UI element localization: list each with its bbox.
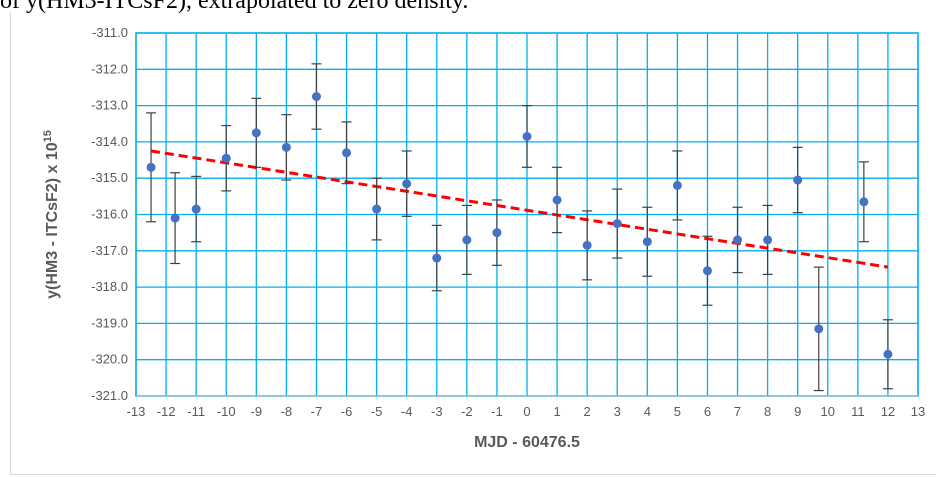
x-tick-label: 2 [584, 404, 591, 419]
x-tick-label: 10 [821, 404, 835, 419]
y-tick-label: -320.0 [91, 352, 128, 367]
data-point [402, 179, 412, 189]
page-caption-text: of y(HM3-ITCsF2), extrapolated to zero d… [0, 0, 469, 14]
y-tick-label: -319.0 [91, 315, 128, 330]
y-axis-title-main: y(HM3 - ITCsF2) x 10 [44, 142, 61, 299]
y-tick-label: -321.0 [91, 388, 128, 403]
x-tick-label: -12 [157, 404, 176, 419]
y-tick-label: -318.0 [91, 279, 128, 294]
x-tick-label: -8 [281, 404, 293, 419]
x-axis-title: MJD - 60476.5 [474, 434, 580, 451]
x-tick-label: -7 [311, 404, 323, 419]
x-tick-label: 0 [523, 404, 530, 419]
data-point [146, 162, 156, 172]
x-tick-label: -4 [401, 404, 413, 419]
data-point [251, 128, 261, 138]
y-tick-label: -317.0 [91, 243, 128, 258]
y-tick-labels: -311.0 -312.0 -313.0 -314.0 -315.0 -316.0 -317… [91, 25, 128, 403]
data-point [342, 148, 352, 158]
data-point [883, 349, 893, 359]
data-point [372, 204, 382, 214]
data-point [492, 228, 502, 238]
grid-lines [135, 32, 919, 397]
data-point [191, 204, 201, 214]
x-tick-label: 7 [734, 404, 741, 419]
x-tick-label: 3 [614, 404, 621, 419]
data-point [642, 237, 652, 247]
data-point [793, 175, 803, 185]
y-tick-label: -311.0 [92, 25, 128, 40]
x-tick-label: 5 [674, 404, 681, 419]
data-point [814, 324, 824, 334]
x-tick-labels: -13 -12 -11 -10 -9 -8 -7 -6 -5 -4 -3 -2 -1 0 1 2 3 4 5 6 7 8 9… [127, 404, 926, 419]
x-tick-label: 13 [911, 404, 925, 419]
data-point [462, 235, 472, 245]
data-points-layer [146, 92, 893, 359]
x-tick-label: 12 [881, 404, 895, 419]
y-tick-label: -316.0 [91, 207, 128, 222]
x-tick-label: -6 [341, 404, 353, 419]
linear-trendline [150, 149, 889, 269]
y-tick-label: -315.0 [91, 170, 128, 185]
data-point [311, 92, 321, 102]
x-tick-label: 8 [764, 404, 771, 419]
data-point [672, 180, 682, 190]
x-tick-label: -5 [371, 404, 383, 419]
data-point [733, 235, 743, 245]
data-point [582, 240, 592, 250]
x-tick-label: -13 [127, 404, 146, 419]
x-tick-label: -11 [187, 404, 205, 419]
scatter-chart: -13 -12 -11 -10 -9 -8 -7 -6 -5 -4 -3 -2 -1 0 1 2 3 4 5 6 7 8 9… [42, 25, 926, 451]
data-point [281, 142, 291, 152]
y-axis-title: y(HM3 - ITCsF2) x 1015 [42, 130, 61, 299]
x-tick-label: -3 [431, 404, 443, 419]
data-point [432, 253, 442, 263]
data-point [763, 235, 773, 245]
x-tick-label: 9 [794, 404, 801, 419]
data-point [552, 195, 562, 205]
data-point [170, 213, 180, 223]
y-tick-label: -314.0 [91, 134, 128, 149]
x-tick-label: -1 [491, 404, 503, 419]
errorbar-layer [146, 63, 893, 392]
x-tick-label: 11 [851, 404, 865, 419]
data-point [522, 131, 532, 141]
x-tick-label: -9 [251, 404, 263, 419]
chart-frame: -13 -12 -11 -10 -9 -8 -7 -6 -5 -4 -3 -2 -1 0 1 2 3 4 5 6 7 8 9… [10, 12, 936, 475]
y-axis-title-superscript: 15 [42, 130, 54, 142]
x-tick-label: 1 [553, 404, 560, 419]
y-tick-label: -313.0 [91, 98, 128, 113]
x-tick-label: -10 [217, 404, 236, 419]
trendline-layer [150, 149, 889, 269]
data-point [702, 266, 712, 276]
x-tick-label: 6 [704, 404, 711, 419]
data-point [859, 197, 869, 207]
x-tick-label: 4 [644, 404, 651, 419]
x-tick-label: -2 [461, 404, 473, 419]
y-tick-label: -312.0 [91, 61, 128, 76]
data-point [612, 219, 622, 229]
data-point [221, 153, 231, 163]
